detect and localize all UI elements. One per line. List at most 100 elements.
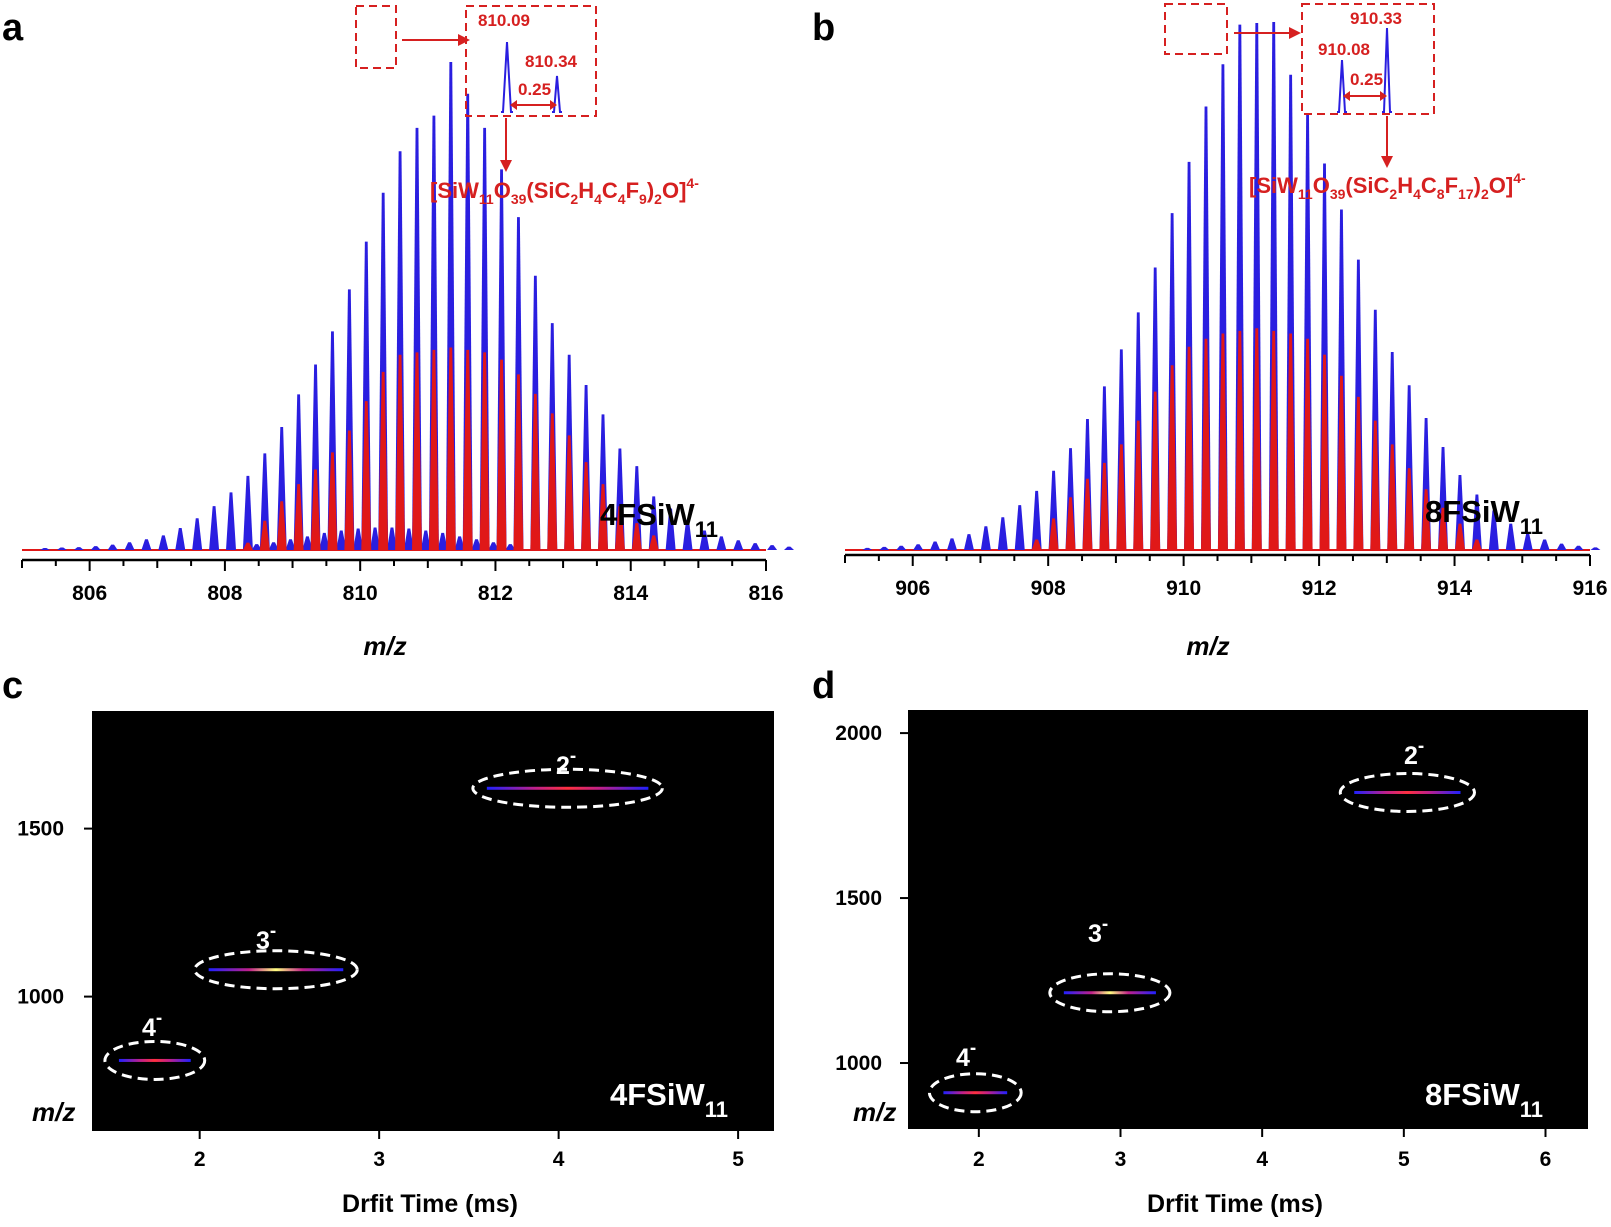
panel-a-x-tick-label: 810 [343, 582, 378, 605]
panel-a-inset-box [465, 5, 597, 117]
panel-b-inset-box [1301, 3, 1435, 115]
panel-b-simulated-peak [1454, 523, 1465, 550]
panel-d-charge-4: 4- [956, 1038, 976, 1072]
panel-d-charge-3: 3- [1088, 914, 1108, 948]
panel-b-experimental-peak [1573, 545, 1584, 550]
panel-b-formula-arrowhead [1381, 156, 1393, 168]
panel-c-charge-3: 3- [256, 921, 276, 955]
panel-c-feature-4-minus-ellipse [103, 1039, 207, 1081]
panel-b-simulated-peak [1438, 507, 1449, 550]
panel-c-x-tick-label: 4 [553, 1148, 565, 1171]
panel-a-minor-species-peak [403, 528, 414, 550]
panel-a-simulated-peak [445, 347, 456, 550]
panel-c-imaging-area [92, 711, 774, 1131]
panel-b-simulated-peak [1319, 354, 1330, 550]
panel-a-simulated-peak [276, 501, 287, 550]
panel-b-experimental-peak [1014, 505, 1025, 550]
panel-b-compound-label: 8FSiW11 [1425, 494, 1543, 539]
panel-b-x-tick-label: 906 [895, 577, 930, 600]
panel-a-minor-species-peak [420, 530, 431, 550]
panel-b-simulated-peak [1031, 539, 1042, 550]
panel-a-experimental-peak [665, 508, 676, 550]
panel-b-zoom-arrowhead [1289, 27, 1301, 39]
panel-a-simulated-peak [530, 393, 541, 550]
panel-d-x-tick-label: 3 [1115, 1148, 1127, 1171]
panel-a-minor-species-peak [285, 539, 296, 550]
panel-b-experimental-peak [1031, 490, 1042, 550]
panel-b-experimental-peak [963, 534, 974, 550]
panel-b-simulated-peak [1065, 497, 1076, 550]
panel-d-x-tick-label: 6 [1540, 1148, 1552, 1171]
panel-a-simulated-peak [462, 349, 473, 550]
panel-b-experimental-peak [930, 541, 941, 550]
panel-a-simulated-peak [344, 430, 355, 550]
panel-b-x-tick-label: 910 [1166, 577, 1201, 600]
panel-letter-a: a [2, 7, 24, 49]
panel-b: b 906 908 910 912 914 916 m/z 8FSiW11 910.33 … [812, 3, 1608, 661]
panel-b-x-tick-label: 912 [1302, 577, 1337, 600]
panel-a-minor-species-peak [471, 539, 482, 550]
panel-a-experimental-peak [158, 535, 169, 550]
panel-a-experimental-peak [733, 540, 744, 550]
panel-a-zoom-arrowhead [458, 34, 470, 46]
panel-a-minor-species-peak [353, 528, 364, 550]
panel-b-zoom-region [1164, 3, 1228, 55]
panel-a-minor-species-peak [319, 532, 330, 550]
panel-c-ylabel: m/z [32, 1097, 75, 1127]
panel-d-features [927, 771, 1476, 1114]
panel-a-x-tick-label: 808 [207, 582, 242, 605]
panel-a-experimental-peak [767, 545, 778, 550]
panel-b-inset-peak-2-label: 910.33 [1350, 9, 1402, 28]
panel-a-inset-peak-1-label: 810.09 [478, 11, 530, 30]
panel-a-simulated-peak [631, 523, 642, 550]
panel-c-features [103, 767, 664, 1081]
panel-b-simulated-peak [1353, 396, 1364, 550]
panel-a-zoom-region [355, 5, 397, 69]
panel-a-simulated-peak [496, 359, 507, 550]
panel-a-minor-species-peak [488, 542, 499, 550]
panel-a-experimental-peak [73, 547, 84, 550]
panel-b-simulated-peak [1048, 518, 1059, 550]
panel-d-feature-4-minus-ellipse [927, 1072, 1023, 1114]
panel-a-minor-species-peak [437, 532, 448, 550]
panel-d-ylabel: m/z [853, 1097, 896, 1127]
panel-a-minor-species-peak [505, 544, 516, 550]
panel-d-x-tick-label: 5 [1398, 1148, 1410, 1171]
panel-b-simulated-peak [1200, 338, 1211, 550]
panel-a-xlabel: m/z [363, 631, 406, 661]
panel-b-x-tick-label: 914 [1437, 577, 1472, 600]
panel-b-experimental-peak [1488, 510, 1499, 550]
panel-c-charge-2: 2- [556, 746, 576, 780]
panel-b-peaks [845, 22, 1601, 551]
panel-a-inset-peak-1 [501, 41, 513, 113]
panel-b-experimental-peak [997, 517, 1008, 550]
panel-a-experimental-peak [107, 544, 118, 550]
panel-b-experimental-peak [896, 545, 907, 550]
panel-a-experimental-peak [699, 530, 710, 550]
panel-a-simulated-peak [581, 462, 592, 550]
panel-b-simulated-peak [1184, 346, 1195, 550]
panel-a-simulated-peak [361, 401, 372, 550]
panel-b-experimental-peak [947, 538, 958, 550]
panel-b-x-tick-label: 908 [1031, 577, 1066, 600]
panel-a-experimental-peak [175, 528, 186, 550]
panel-a-minor-species-peak [251, 544, 262, 550]
panel-a-experimental-peak [90, 546, 101, 550]
panel-a-inset-peak-2 [552, 75, 562, 113]
panel-c-x-tick-label: 3 [373, 1148, 385, 1171]
panel-a-minor-species-peak [268, 542, 279, 550]
panel-a-simulated-peak [648, 535, 659, 550]
panel-a-experimental-peak [56, 547, 67, 550]
panel-a-simulated-peak [614, 506, 625, 550]
panel-b-simulated-peak [1116, 444, 1127, 550]
panel-d-feature-3-minus-ellipse [1048, 972, 1172, 1014]
panel-a-formula: [SiW11O39(SiC2H4C4F9)2O]4- [430, 175, 699, 207]
panel-b-simulated-peak [1421, 489, 1432, 550]
panel-c-x-tick-label: 2 [194, 1148, 206, 1171]
panel-a-simulated-peak [310, 469, 321, 550]
panel-a-minor-species-peak [454, 536, 465, 550]
panel-c-y-tick-label: 1500 [17, 818, 64, 841]
panel-a-simulated-peak [242, 542, 253, 550]
panel-c: c 2 3 4 5 1000 1500 m/z Drfit Time (ms) 4FSiW… [2, 665, 774, 1218]
